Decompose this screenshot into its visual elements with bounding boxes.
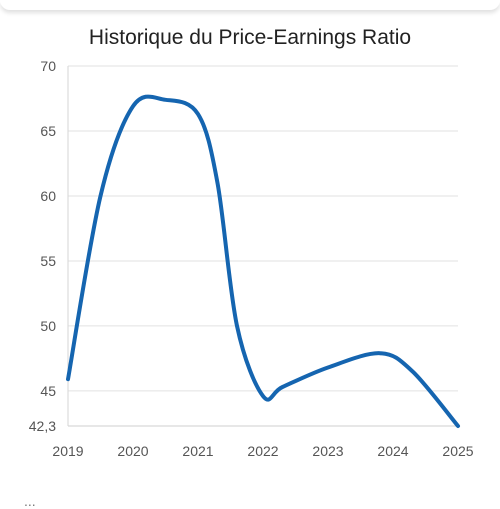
y-tick-label: 45 xyxy=(40,383,56,399)
x-tick-label: 2021 xyxy=(182,443,213,459)
series-line xyxy=(66,94,460,428)
x-tick-label: 2019 xyxy=(52,443,83,459)
y-axis-ticks: 70 65 60 55 50 45 42,3 xyxy=(29,58,56,434)
y-tick-label: 65 xyxy=(40,123,56,139)
y-tick-label: 70 xyxy=(40,58,56,74)
x-tick-label: 2023 xyxy=(312,443,343,459)
x-axis-ticks: 2019 2020 2021 2022 2023 2024 2025 xyxy=(52,443,473,459)
x-tick-label: 2025 xyxy=(442,443,473,459)
chart-title: Historique du Price-Earnings Ratio xyxy=(88,26,412,49)
x-tick-label: 2022 xyxy=(247,443,278,459)
partial-footer-text: ... xyxy=(24,493,36,509)
y-tick-label: 42,3 xyxy=(29,418,56,434)
top-card-edge xyxy=(0,0,500,10)
x-tick-label: 2020 xyxy=(117,443,148,459)
y-tick-label: 50 xyxy=(40,318,56,334)
y-tick-label: 55 xyxy=(40,253,56,269)
y-tick-label: 60 xyxy=(40,188,56,204)
x-tick-label: 2024 xyxy=(377,443,408,459)
grid-lines xyxy=(67,65,458,427)
